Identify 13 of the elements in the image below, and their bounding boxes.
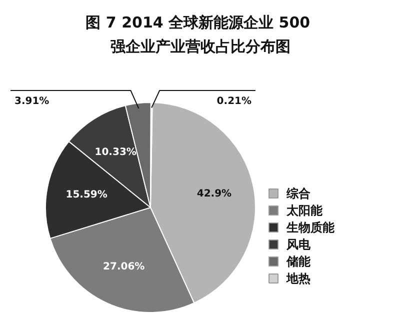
legend-label: 综合 — [286, 186, 312, 200]
legend-label: 太阳能 — [286, 204, 324, 218]
legend-label: 储能 — [286, 254, 312, 268]
chart-title: 图 7 2014 全球新能源企业 500 强企业产业营收占比分布图 — [86, 14, 310, 56]
legend-label: 风电 — [286, 238, 312, 252]
data-label: 10.33% — [94, 147, 136, 158]
data-label: 0.21% — [216, 96, 252, 107]
data-label: 42.9% — [196, 188, 232, 200]
legend-label: 地热 — [286, 272, 310, 286]
data-label: 3.91% — [14, 96, 50, 107]
data-label: 27.06% — [103, 261, 145, 272]
data-label: 15.59% — [66, 190, 108, 201]
legend-label: 生物质能 — [286, 220, 336, 234]
